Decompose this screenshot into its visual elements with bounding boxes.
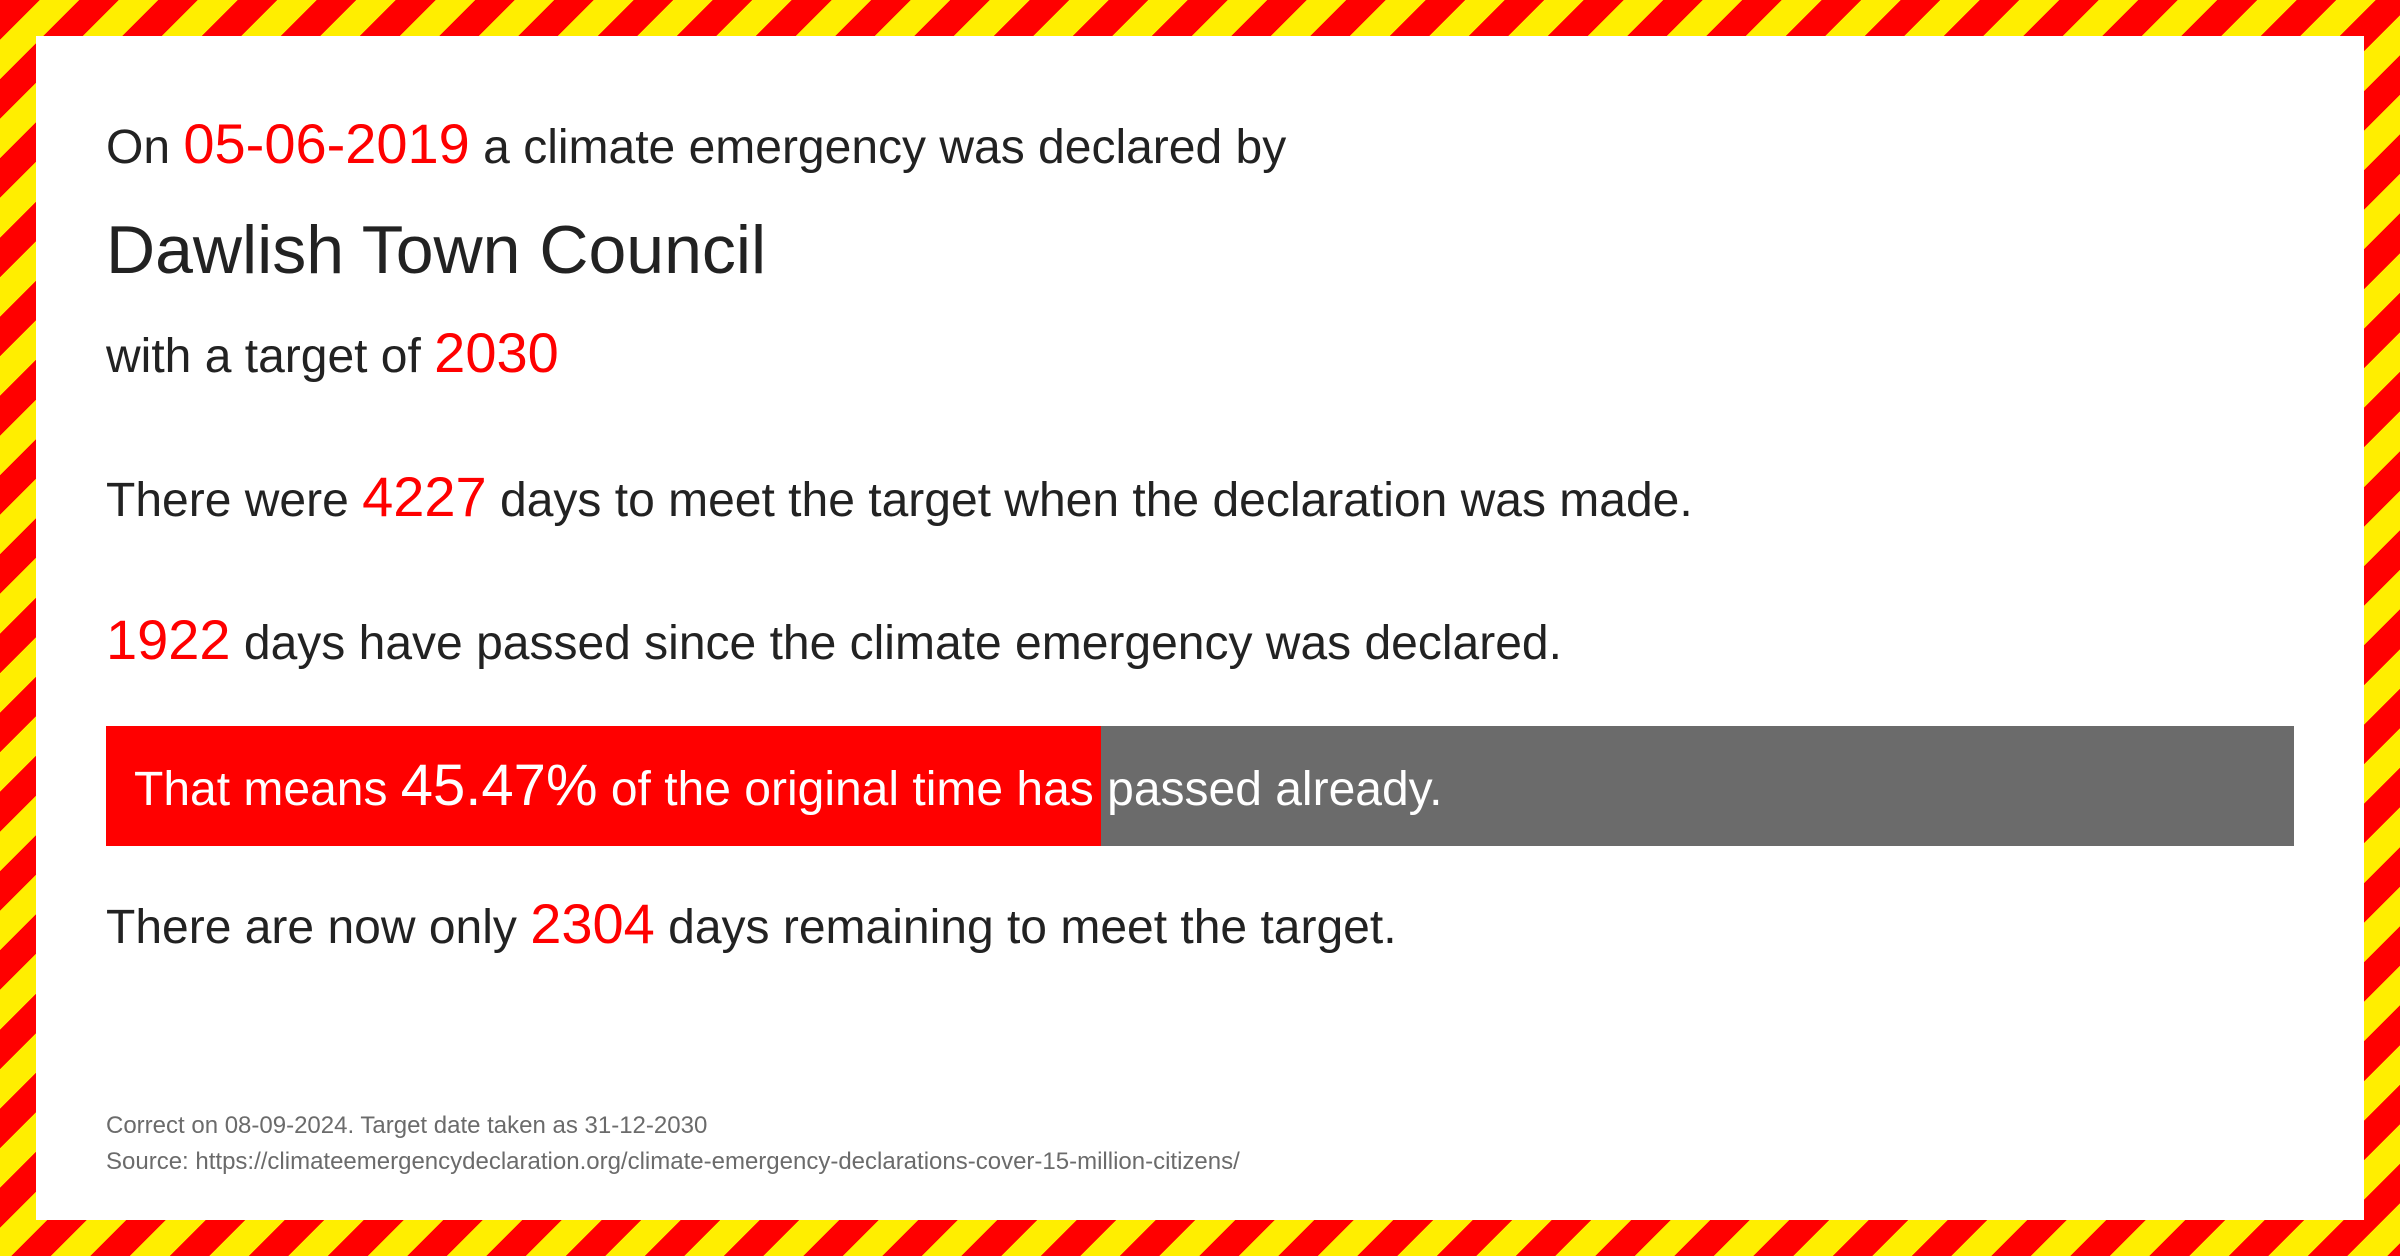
target-line: with a target of 2030 — [106, 315, 2294, 391]
footer-line-2: Source: https://climateemergencydeclarat… — [106, 1144, 2294, 1180]
days-remaining-prefix: There are now only — [106, 901, 530, 954]
footer: Correct on 08-09-2024. Target date taken… — [106, 1108, 2294, 1180]
council-name: Dawlish Town Council — [106, 210, 2294, 292]
target-prefix: with a target of — [106, 330, 434, 383]
declaration-prefix: On — [106, 121, 183, 174]
days-passed-line: 1922 days have passed since the climate … — [106, 602, 2294, 678]
progress-suffix: of the original time has passed already. — [598, 763, 1443, 816]
days-total-prefix: There were — [106, 474, 362, 527]
progress-text: That means 45.47% of the original time h… — [106, 752, 1442, 819]
declaration-suffix: a climate emergency was declared by — [470, 121, 1286, 174]
days-total-value: 4227 — [362, 465, 487, 528]
declaration-date: 05-06-2019 — [183, 112, 469, 175]
days-passed-suffix: days have passed since the climate emerg… — [231, 617, 1562, 670]
days-total-suffix: days to meet the target when the declara… — [487, 474, 1693, 527]
progress-percent: 45.47% — [401, 753, 598, 818]
days-total-line: There were 4227 days to meet the target … — [106, 459, 2294, 535]
footer-line-1: Correct on 08-09-2024. Target date taken… — [106, 1108, 2294, 1144]
declaration-line: On 05-06-2019 a climate emergency was de… — [106, 106, 2294, 182]
progress-bar: That means 45.47% of the original time h… — [106, 726, 2294, 846]
content-panel: On 05-06-2019 a climate emergency was de… — [36, 36, 2364, 1220]
days-passed-value: 1922 — [106, 608, 231, 671]
progress-prefix: That means — [134, 763, 401, 816]
hazard-border: On 05-06-2019 a climate emergency was de… — [0, 0, 2400, 1256]
days-remaining-line: There are now only 2304 days remaining t… — [106, 886, 2294, 962]
days-remaining-suffix: days remaining to meet the target. — [655, 901, 1397, 954]
target-year: 2030 — [434, 321, 559, 384]
days-remaining-value: 2304 — [530, 892, 655, 955]
